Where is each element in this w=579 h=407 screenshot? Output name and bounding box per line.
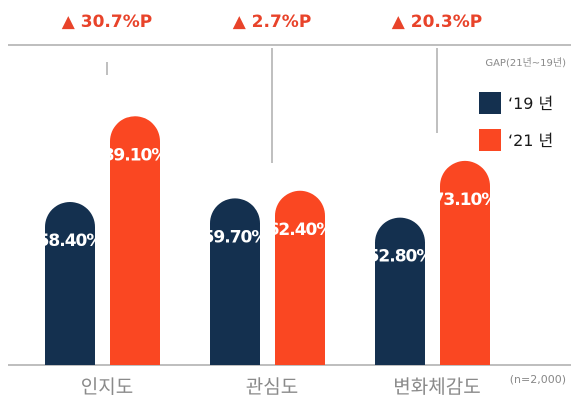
bar-value-label-y21-0: 89.10% — [103, 145, 169, 165]
legend-label-y19: ‘19 년 — [508, 94, 553, 113]
category-label-0: 인지도 — [81, 376, 133, 398]
bar-value-label-y19-0: 58.40% — [38, 231, 104, 251]
bar-y21-0 — [110, 116, 160, 365]
bar-value-label-y19-1: 59.70% — [203, 227, 269, 247]
bar-y21-2 — [440, 160, 490, 365]
gap-note: GAP(21년~19년) — [485, 57, 566, 69]
gap-label-0: ▲ 30.7%P — [62, 12, 152, 32]
sample-size-note: (n=2,000) — [510, 373, 566, 386]
legend-swatch-y21 — [479, 129, 501, 151]
bar-value-label-y19-2: 52.80% — [368, 247, 434, 267]
legend-swatch-y19 — [479, 92, 501, 114]
bar-y19-1 — [210, 198, 260, 365]
bar-value-label-y21-2: 73.10% — [433, 190, 499, 210]
legend: ‘19 년 ‘21 년 — [479, 92, 553, 151]
bar-y19-0 — [45, 201, 95, 365]
chart-bars — [45, 116, 490, 365]
legend-label-y21: ‘21 년 — [508, 131, 553, 150]
bar-y19-2 — [375, 217, 425, 365]
bar-value-label-y21-1: 62.40% — [268, 220, 334, 240]
category-label-2: 변화체감도 — [393, 376, 480, 398]
gap-label-2: ▲ 20.3%P — [392, 12, 482, 32]
category-label-1: 관심도 — [246, 376, 298, 398]
chart-labels: 58.40% 89.10% ▲ 30.7%P 인지도 59.70% 62.40% ▲ 2.7… — [38, 12, 566, 398]
bar-y21-1 — [275, 190, 325, 365]
gap-label-1: ▲ 2.7%P — [233, 12, 312, 32]
